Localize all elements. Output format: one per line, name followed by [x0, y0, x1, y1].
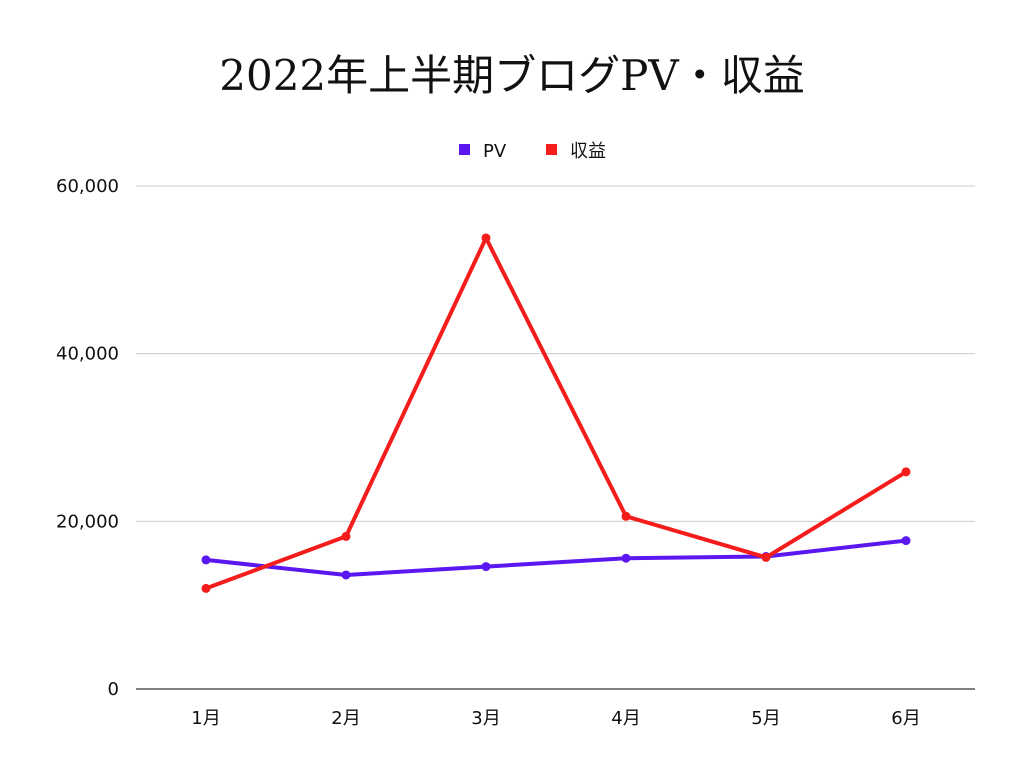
data-point: [901, 467, 911, 477]
data-point: [621, 511, 631, 521]
data-point: [201, 555, 211, 565]
x-tick-label: 3月: [471, 708, 500, 729]
y-tick-label: 20,000: [56, 511, 119, 532]
data-point: [761, 552, 771, 562]
data-point: [341, 570, 351, 580]
chart-title: 2022年上半期ブログPV・収益: [219, 51, 805, 100]
x-tick-label: 5月: [751, 708, 780, 729]
y-tick-label: 0: [108, 679, 119, 700]
legend: PV 収益: [459, 141, 606, 162]
x-tick-label: 1月: [191, 708, 220, 729]
y-axis-ticks: 0 20,000 40,000 60,000: [56, 176, 119, 700]
y-tick-label: 40,000: [56, 344, 119, 365]
legend-label: PV: [483, 141, 507, 162]
legend-swatch: [459, 144, 470, 155]
y-tick-label: 60,000: [56, 176, 119, 197]
x-tick-label: 6月: [891, 708, 920, 729]
series-group: [201, 233, 911, 593]
series-pv: [201, 536, 911, 580]
x-tick-label: 2月: [331, 708, 360, 729]
data-point: [481, 233, 491, 243]
legend-swatch: [546, 144, 557, 155]
series-line: [204, 538, 908, 577]
x-axis-ticks: 1月 2月 3月 4月 5月 6月: [191, 708, 920, 729]
x-tick-label: 4月: [611, 708, 640, 729]
series-line: [204, 236, 908, 591]
data-point: [341, 531, 351, 541]
data-point: [201, 583, 211, 593]
gridlines: [136, 185, 975, 690]
data-point: [621, 553, 631, 563]
data-point: [481, 562, 491, 572]
legend-label: 収益: [570, 141, 606, 162]
series-revenue: [201, 233, 911, 593]
data-point: [901, 536, 911, 546]
